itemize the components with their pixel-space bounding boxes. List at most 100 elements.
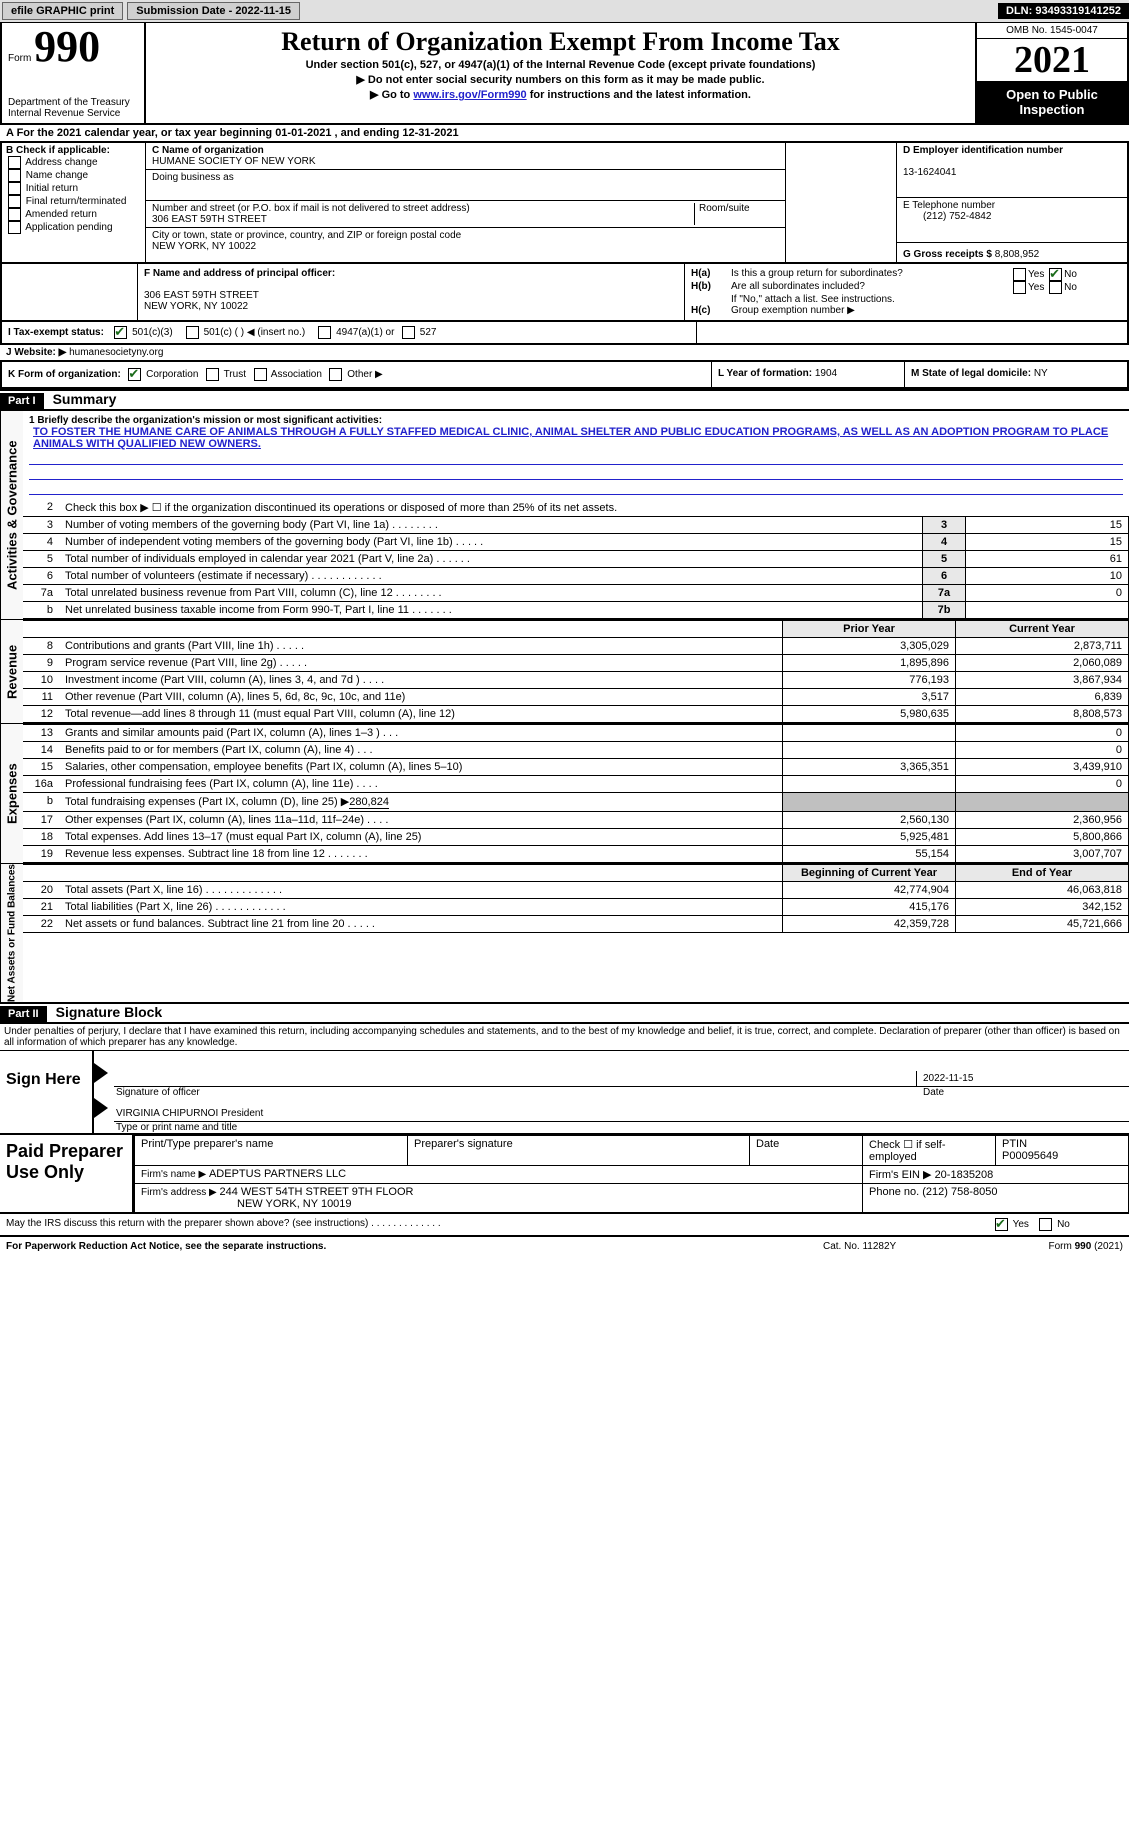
val-4: 15: [966, 534, 1129, 551]
check-corp[interactable]: [128, 368, 141, 381]
year-formation: 1904: [815, 368, 837, 379]
city-label: City or town, state or province, country…: [152, 230, 461, 241]
opt-application-pending: Application pending: [25, 222, 112, 233]
line-11: Other revenue (Part VIII, column (A), li…: [59, 689, 783, 706]
opt-assoc: Association: [271, 369, 322, 380]
check-discuss-yes[interactable]: [995, 1218, 1008, 1231]
line-4: Number of independent voting members of …: [59, 534, 923, 551]
website-value[interactable]: humanesocietyny.org: [69, 347, 163, 358]
penalty-statement: Under penalties of perjury, I declare th…: [0, 1024, 1129, 1051]
hb-note: If "No," attach a list. See instructions…: [691, 294, 1121, 305]
check-501c3[interactable]: [114, 326, 127, 339]
val-3: 15: [966, 517, 1129, 534]
check-527[interactable]: [402, 326, 415, 339]
form-subtitle-3: ▶ Go to www.irs.gov/Form990 for instruct…: [152, 88, 969, 101]
sign-here-label: Sign Here: [0, 1051, 94, 1133]
py22: 42,359,728: [783, 916, 956, 933]
room-suite-label: Room/suite: [694, 203, 779, 225]
col-current-year: Current Year: [956, 621, 1129, 638]
ptin-value: P00095649: [1002, 1150, 1058, 1162]
irs-label: Internal Revenue Service: [8, 108, 138, 119]
opt-corp: Corporation: [146, 369, 198, 380]
hb-text: Are all subordinates included?: [731, 281, 1011, 294]
cy9: 2,060,089: [956, 655, 1129, 672]
py14: [783, 742, 956, 759]
footer-form: 990: [1075, 1241, 1092, 1252]
cy19: 3,007,707: [956, 846, 1129, 863]
line-5: Total number of individuals employed in …: [59, 551, 923, 568]
check-501c[interactable]: [186, 326, 199, 339]
type-name-label: Type or print name and title: [114, 1122, 1129, 1133]
firm-addr-1: 244 WEST 54TH STREET 9TH FLOOR: [220, 1186, 414, 1198]
check-final-return[interactable]: [8, 195, 21, 208]
dln: DLN: 93493319141252: [998, 3, 1129, 19]
line-12: Total revenue—add lines 8 through 11 (mu…: [59, 706, 783, 723]
line-6: Total number of volunteers (estimate if …: [59, 568, 923, 585]
form-header: Form 990 Department of the Treasury Inte…: [0, 23, 1129, 125]
no-label-2: No: [1064, 282, 1077, 293]
check-name-change[interactable]: [8, 169, 21, 182]
irs-link[interactable]: www.irs.gov/Form990: [413, 89, 526, 101]
cy21: 342,152: [956, 899, 1129, 916]
street-address: 306 EAST 59TH STREET: [152, 214, 267, 225]
check-trust[interactable]: [206, 368, 219, 381]
check-hb-no[interactable]: [1049, 281, 1062, 294]
vlabel-activities: Activities & Governance: [0, 411, 23, 619]
opt-initial-return: Initial return: [26, 183, 78, 194]
line-7a: Total unrelated business revenue from Pa…: [59, 585, 923, 602]
check-initial-return[interactable]: [8, 182, 21, 195]
ha-text: Is this a group return for subordinates?: [731, 268, 1011, 281]
phone-label: Phone no.: [869, 1186, 922, 1198]
check-amended-return[interactable]: [8, 208, 21, 221]
py19: 55,154: [783, 846, 956, 863]
fundraising-expenses: 280,824: [349, 796, 389, 809]
box-c-label: C Name of organization: [152, 145, 264, 156]
line-20: Total assets (Part X, line 16) . . . . .…: [59, 882, 783, 899]
py11: 3,517: [783, 689, 956, 706]
part-2-header: Part II: [0, 1006, 47, 1022]
self-employed-check[interactable]: Check ☐ if self-employed: [863, 1136, 996, 1166]
dept-treasury: Department of the Treasury: [8, 97, 138, 108]
form-title: Return of Organization Exempt From Incom…: [152, 27, 969, 57]
check-4947[interactable]: [318, 326, 331, 339]
firm-addr-2: NEW YORK, NY 10019: [141, 1198, 352, 1210]
check-discuss-no[interactable]: [1039, 1218, 1052, 1231]
cy10: 3,867,934: [956, 672, 1129, 689]
line-19: Revenue less expenses. Subtract line 18 …: [59, 846, 783, 863]
line-18: Total expenses. Add lines 13–17 (must eq…: [59, 829, 783, 846]
discuss-question: May the IRS discuss this return with the…: [6, 1218, 993, 1231]
box-j-label: J Website: ▶: [6, 347, 69, 358]
box-i-label: I Tax-exempt status:: [8, 327, 104, 338]
opt-4947: 4947(a)(1) or: [336, 327, 394, 338]
py21: 415,176: [783, 899, 956, 916]
line-8: Contributions and grants (Part VIII, lin…: [59, 638, 783, 655]
efile-print-button[interactable]: efile GRAPHIC print: [2, 2, 123, 20]
org-name: HUMANE SOCIETY OF NEW YORK: [152, 156, 316, 167]
form-number: 990: [34, 22, 100, 71]
cy11: 6,839: [956, 689, 1129, 706]
state-domicile: NY: [1034, 368, 1048, 379]
check-assoc[interactable]: [254, 368, 267, 381]
check-hb-yes[interactable]: [1013, 281, 1026, 294]
cy12: 8,808,573: [956, 706, 1129, 723]
opt-trust: Trust: [224, 369, 246, 380]
check-other[interactable]: [329, 368, 342, 381]
check-application-pending[interactable]: [8, 221, 21, 234]
box-b-title: B Check if applicable:: [6, 145, 141, 156]
footer-cat: Cat. No. 11282Y: [823, 1241, 973, 1252]
preparer-date-label: Date: [750, 1136, 863, 1166]
box-f-label: F Name and address of principal officer:: [144, 268, 678, 279]
cy22: 45,721,666: [956, 916, 1129, 933]
vlabel-net-assets: Net Assets or Fund Balances: [0, 864, 23, 1002]
form-word: Form: [8, 53, 31, 64]
firm-addr-label: Firm's address ▶: [141, 1187, 220, 1198]
check-ha-no[interactable]: [1049, 268, 1062, 281]
check-address-change[interactable]: [8, 156, 21, 169]
ha-label: H(a): [691, 268, 731, 281]
check-ha-yes[interactable]: [1013, 268, 1026, 281]
box-e-label: E Telephone number: [903, 200, 995, 211]
firm-phone: (212) 758-8050: [922, 1186, 997, 1198]
gross-receipts: 8,808,952: [995, 249, 1040, 260]
yes-label-2: Yes: [1028, 282, 1044, 293]
dba-label: Doing business as: [152, 172, 234, 183]
